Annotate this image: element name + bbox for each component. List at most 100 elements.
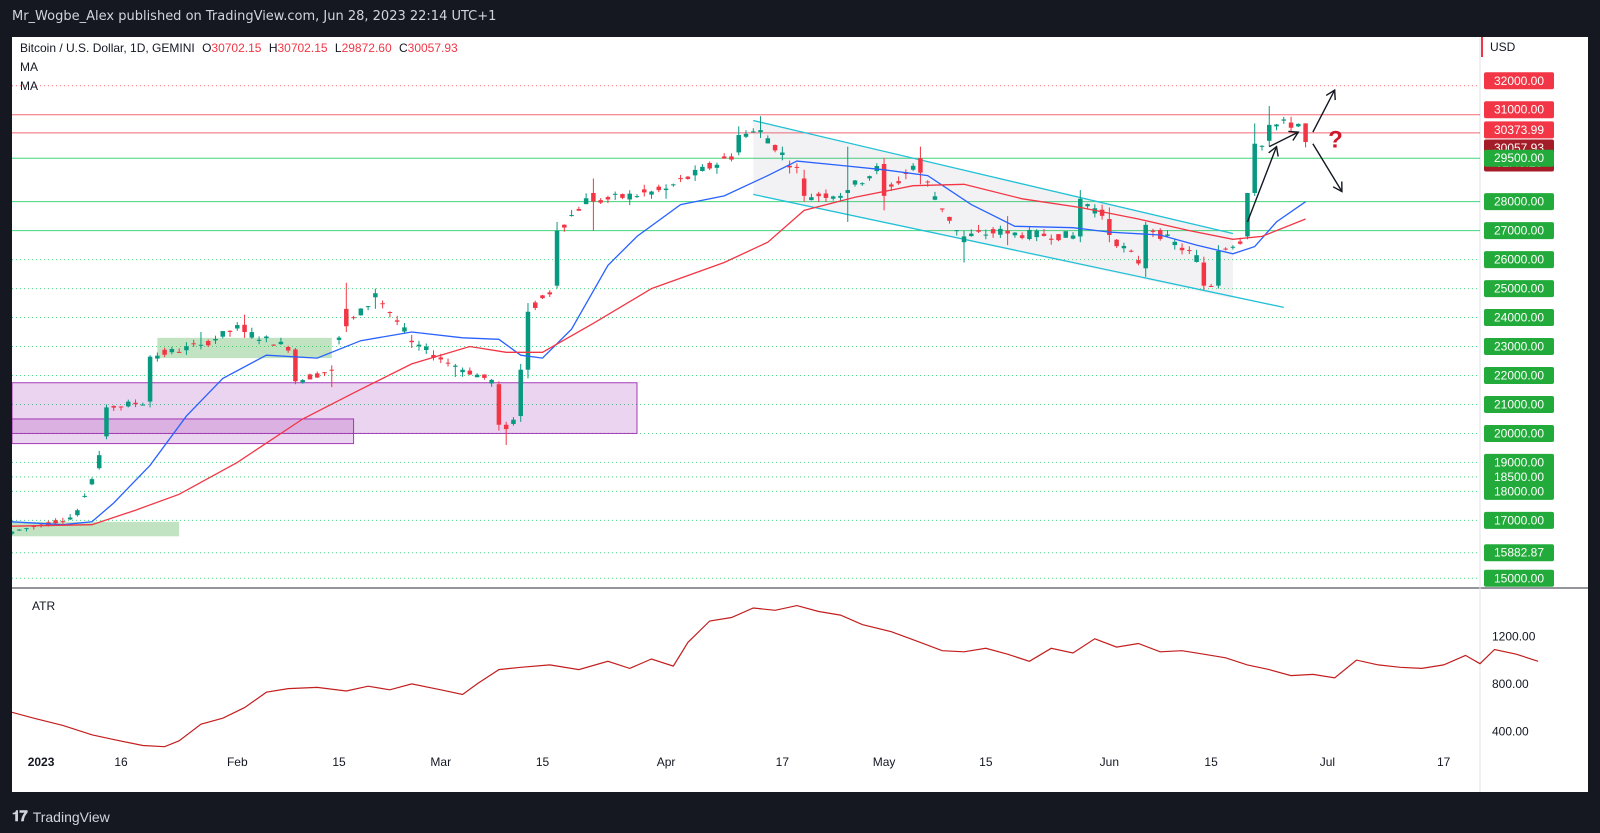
- price-label-19: 15000.00: [1494, 571, 1544, 585]
- candle-body-147: [1078, 198, 1083, 237]
- candle-body-162: [1187, 250, 1192, 252]
- candle-body-172: [1259, 145, 1265, 147]
- time-axis-layer[interactable]: 2023 16 Feb 15 Mar 15 Apr 17 May 15 Jun 15 Jul 17: [28, 755, 1451, 769]
- candle-body-57: [423, 346, 429, 351]
- candle-body-66: [489, 379, 494, 384]
- arrow-breakdown-down-head: [1332, 181, 1343, 193]
- candle-body-161: [1179, 247, 1185, 251]
- candle-body-27: [205, 341, 211, 346]
- chart-area[interactable]: ? USD32000.0031000.0030373.9930057.9302:…: [9, 37, 1588, 792]
- candle-body-38: [285, 346, 291, 351]
- candle-body-146: [1070, 235, 1076, 239]
- time-tick-5: 15: [536, 755, 550, 769]
- candle-body-90: [663, 188, 669, 191]
- candles-layer: [9, 106, 1308, 536]
- annotation-layer[interactable]: ?: [1246, 88, 1343, 223]
- candle-body-128: [939, 208, 945, 210]
- candle-body-94: [692, 169, 698, 176]
- candle-body-96: [707, 162, 712, 169]
- candle-body-77: [569, 215, 574, 217]
- price-axis-layer[interactable]: USD32000.0031000.0030373.9930057.9302:45…: [1481, 37, 1554, 738]
- candle-body-116: [852, 180, 858, 185]
- candle-body-56: [416, 344, 422, 347]
- atr-legend[interactable]: ATR: [32, 599, 56, 613]
- candle-body-167: [1223, 248, 1228, 250]
- candle-body-159: [1165, 234, 1170, 236]
- candle-body-62: [460, 369, 465, 373]
- channel-fill: [753, 120, 1233, 299]
- high-value: 30702.15: [277, 41, 328, 55]
- time-tick-8: May: [873, 755, 896, 769]
- price-label-box-2: [1484, 121, 1554, 139]
- candle-body-80: [591, 192, 596, 202]
- candle-body-55: [409, 340, 414, 343]
- price-label-6: 27000.00: [1494, 224, 1544, 238]
- candle-body-83: [612, 193, 618, 195]
- tradingview-mark-icon: 𝟏𝟕: [12, 808, 28, 825]
- candle-body-103: [758, 130, 763, 133]
- candle-body-133: [976, 230, 981, 232]
- arrow-breakout-up: [1312, 89, 1336, 133]
- currency-marker: [1481, 37, 1483, 57]
- candle-body-173: [1266, 124, 1272, 141]
- candle-body-29: [220, 331, 226, 337]
- candle-body-122: [896, 181, 901, 184]
- channel-layer[interactable]: [753, 119, 1284, 309]
- time-tick-0: 2023: [28, 755, 55, 769]
- candle-body-150: [1099, 209, 1105, 216]
- candle-body-89: [656, 186, 662, 191]
- candle-body-14: [111, 406, 116, 408]
- price-label-10: 23000.00: [1494, 340, 1544, 354]
- arrow-impulse-up-head: [1268, 145, 1279, 157]
- candle-body-88: [649, 191, 654, 195]
- time-tick-6: Apr: [657, 755, 676, 769]
- price-label-5: 28000.00: [1494, 195, 1544, 209]
- ma-legend-1[interactable]: MA: [20, 60, 38, 74]
- price-label-box-12: [1484, 395, 1554, 413]
- candle-body-31: [235, 325, 240, 329]
- candle-body-132: [969, 233, 974, 237]
- zones-layer: [11, 337, 638, 537]
- candle-body-74: [547, 292, 553, 295]
- candle-body-64: [474, 374, 480, 378]
- candle-body-87: [642, 189, 647, 193]
- candle-body-26: [198, 344, 204, 346]
- chart-svg[interactable]: ? USD32000.0031000.0030373.9930057.9302:…: [9, 37, 1588, 792]
- candle-body-71: [525, 311, 531, 370]
- candle-body-102: [751, 131, 756, 133]
- price-label-box-5: [1484, 193, 1554, 211]
- candle-body-10: [82, 495, 87, 497]
- candle-body-2: [24, 528, 29, 530]
- arrow-impulse-up: [1246, 146, 1278, 223]
- time-tick-11: 15: [1204, 755, 1218, 769]
- tradingview-logo[interactable]: 𝟏𝟕 TradingView: [12, 808, 110, 825]
- publisher-line: Mr_Wogbe_Alex published on TradingView.c…: [12, 9, 497, 24]
- price-label-11: 22000.00: [1494, 368, 1544, 382]
- candle-body-97: [714, 164, 720, 168]
- symbol-legend[interactable]: Bitcoin / U.S. Dollar, 1D, GEMINI O30702…: [20, 41, 458, 55]
- candle-body-165: [1208, 285, 1214, 287]
- candle-body-25: [191, 343, 196, 345]
- candle-body-16: [126, 401, 131, 407]
- candle-body-65: [482, 374, 487, 378]
- candle-body-111: [816, 193, 821, 197]
- time-tick-12: Jul: [1320, 755, 1335, 769]
- candle-body-157: [1150, 230, 1156, 232]
- price-label-box-8: [1484, 280, 1554, 298]
- ma-layer: [11, 160, 1306, 527]
- candle-body-105: [772, 144, 778, 151]
- candle-body-41: [307, 374, 313, 380]
- price-label-13: 20000.00: [1494, 426, 1544, 440]
- candle-body-91: [671, 184, 676, 186]
- price-label-box-6: [1484, 222, 1554, 240]
- ma-legend-2[interactable]: MA: [20, 79, 38, 93]
- channel-upper-line: [753, 119, 1234, 235]
- arrow-breakdown-down: [1312, 143, 1343, 192]
- candle-body-81: [598, 200, 603, 203]
- candle-body-44: [329, 369, 335, 371]
- price-label-box-13: [1484, 424, 1554, 442]
- price-label-box-10: [1484, 338, 1554, 356]
- time-tick-2: Feb: [227, 755, 248, 769]
- candle-body-68: [503, 424, 509, 430]
- low-label: L: [334, 41, 342, 55]
